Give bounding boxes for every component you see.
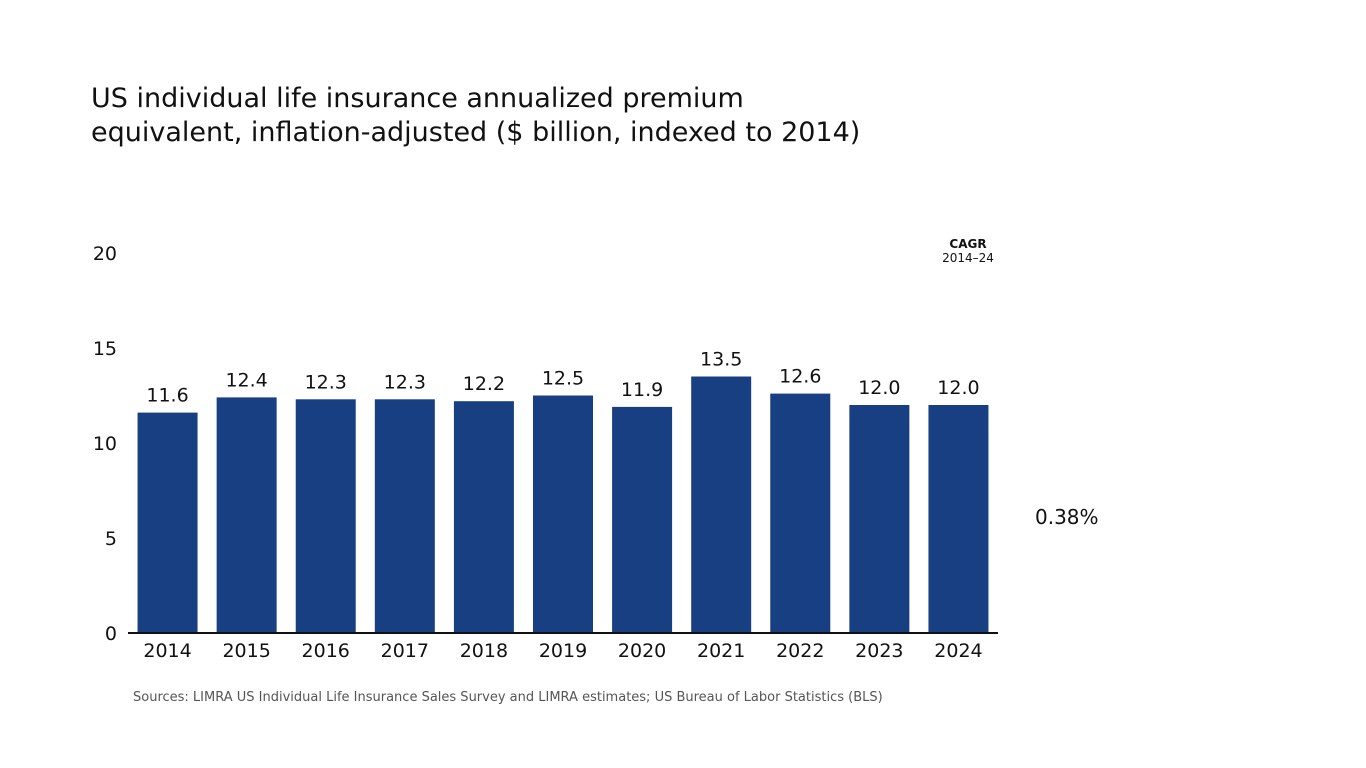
data-label-2019: 12.5 (542, 368, 584, 390)
x-tick-label-2018: 2018 (460, 640, 508, 662)
data-label-2020: 11.9 (621, 379, 663, 401)
cagr-header: CAGR (949, 237, 987, 251)
bar-2019 (533, 395, 593, 633)
x-tick-label-2022: 2022 (776, 640, 824, 662)
y-tick-label: 15 (93, 338, 117, 360)
bar-2023 (849, 405, 910, 633)
bar-2016 (295, 399, 356, 633)
bar-2018 (453, 401, 514, 633)
data-label-2023: 12.0 (858, 377, 900, 399)
data-label-2014: 11.6 (146, 385, 188, 407)
x-tick-label-2020: 2020 (618, 640, 666, 662)
x-tick-label-2021: 2021 (697, 640, 745, 662)
y-axis-ticks: 0 5 10 15 20 (93, 243, 117, 645)
data-label-2024: 12.0 (937, 377, 979, 399)
bar-2015 (216, 397, 277, 633)
y-tick-label: 20 (93, 243, 117, 265)
x-tick-label-2014: 2014 (143, 640, 191, 662)
cagr-period: 2014–24 (942, 251, 994, 265)
x-axis-ticks: 2014 2015 2016 2017 2018 2019 2020 2021 2022 2023… (143, 640, 982, 662)
y-tick-label: 10 (93, 433, 117, 455)
source-note: Sources: LIMRA US Individual Life Insura… (133, 690, 883, 705)
data-label-2021: 13.5 (700, 349, 742, 371)
bar-2020 (612, 406, 673, 633)
x-tick-label-2023: 2023 (855, 640, 903, 662)
bar-2024 (928, 405, 989, 633)
chart-title-line-2: equivalent, inflation-adjusted ($ billio… (91, 117, 861, 148)
data-label-2016: 12.3 (305, 371, 347, 393)
x-tick-label-2024: 2024 (934, 640, 982, 662)
y-tick-label: 5 (105, 528, 117, 550)
chart-title: US individual life insurance annualized … (91, 82, 951, 150)
x-tick-label-2019: 2019 (539, 640, 587, 662)
bar-2021 (691, 376, 752, 633)
x-tick-label-2015: 2015 (222, 640, 270, 662)
bar-2022 (770, 393, 831, 633)
data-label-2022: 12.6 (779, 366, 821, 388)
data-label-2018: 12.2 (463, 373, 505, 395)
data-label-2017: 12.3 (384, 371, 426, 393)
bar-2014 (137, 412, 198, 633)
bar-2017 (374, 399, 435, 633)
data-labels: 11.6 12.4 12.3 12.3 12.2 12.5 11.9 13.5 12.6 12.0… (146, 349, 979, 407)
x-tick-label-2017: 2017 (381, 640, 429, 662)
data-label-2015: 12.4 (225, 369, 267, 391)
y-tick-label: 0 (105, 623, 117, 645)
cagr-value: 0.38% (1035, 505, 1099, 529)
bars (137, 376, 989, 633)
chart-title-line-1: US individual life insurance annualized … (91, 83, 744, 114)
x-tick-label-2016: 2016 (302, 640, 350, 662)
